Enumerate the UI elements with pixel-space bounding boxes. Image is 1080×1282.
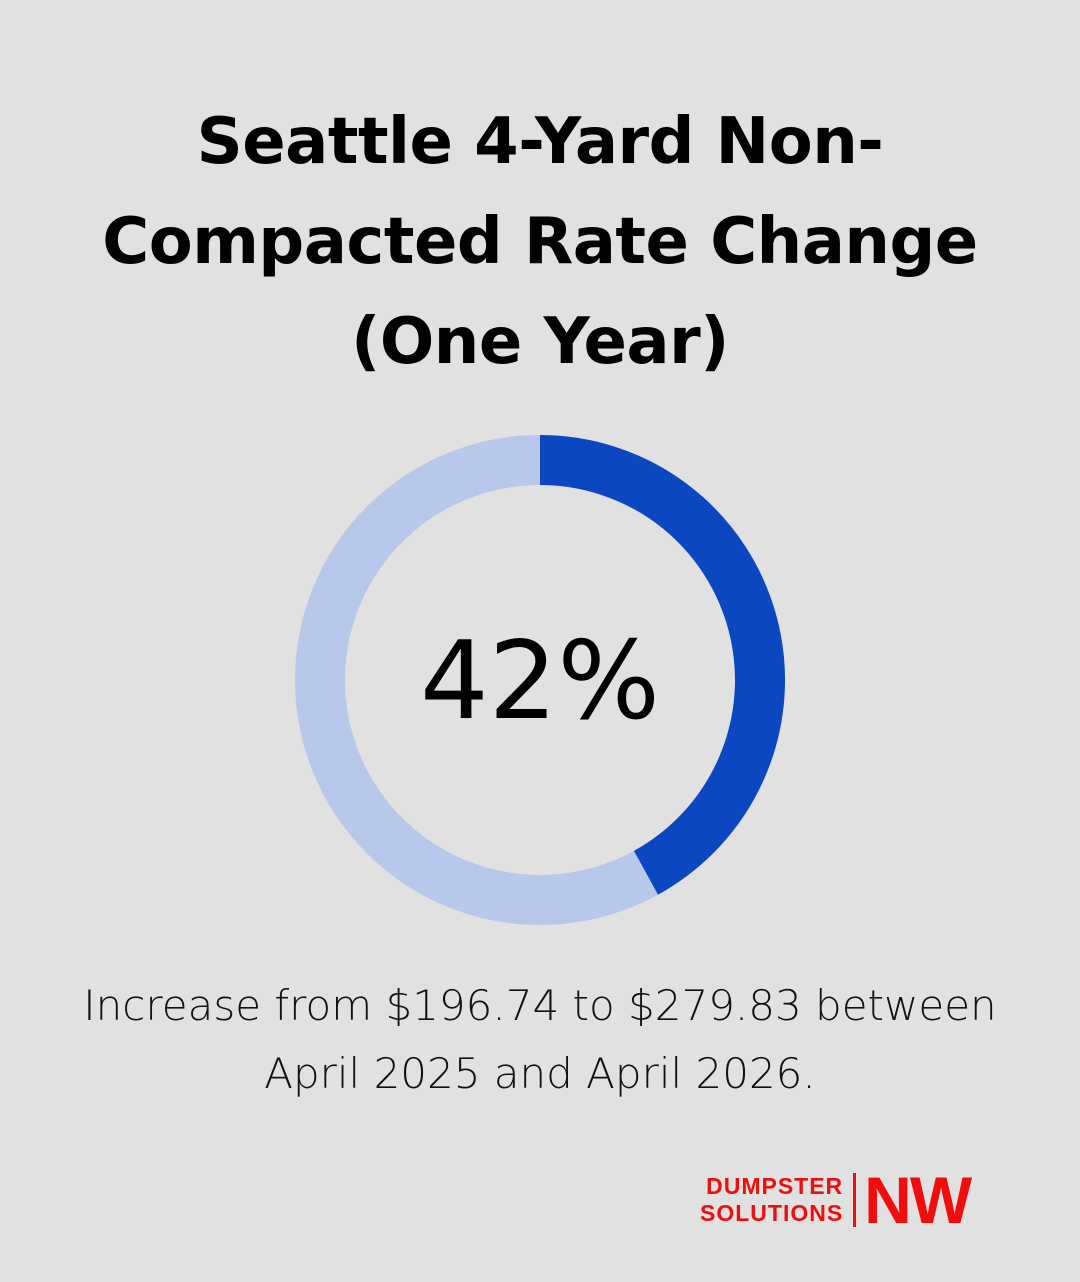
donut-arc bbox=[539, 435, 785, 895]
chart-title: Seattle 4-Yard Non-Compacted Rate Change… bbox=[102, 105, 978, 379]
logo-line: SOLUTIONS bbox=[700, 1200, 844, 1226]
logo-mark: NW bbox=[864, 1163, 972, 1237]
caption: Increase from $196.74 to $279.83 between… bbox=[83, 981, 997, 1098]
chart: 42% bbox=[295, 435, 785, 925]
logo-line: DUMPSTER bbox=[706, 1173, 844, 1199]
logo: DUMPSTER SOLUTIONS NW bbox=[700, 1163, 972, 1237]
value-label: 42% bbox=[420, 619, 660, 744]
logo-words: DUMPSTER SOLUTIONS bbox=[700, 1173, 857, 1227]
